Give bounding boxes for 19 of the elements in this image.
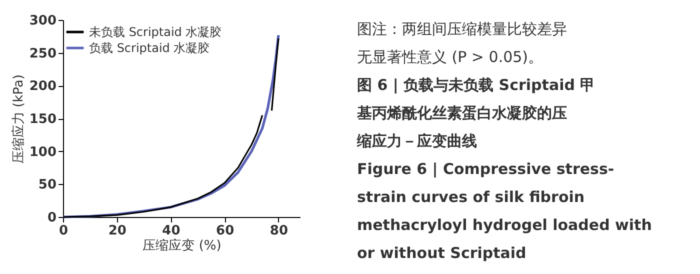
- y-tick-label: 100: [29, 144, 56, 160]
- x-tick-label: 20: [108, 224, 126, 238]
- text: 图注：两组间压缩模量比较差异无显著性意义 (P > 0.05)。: [357, 20, 567, 66]
- x-tick-label: 80: [270, 224, 288, 238]
- y-tick-label: 50: [38, 178, 56, 193]
- legend-label: 未负载 Scriptaid 水凝胶: [89, 25, 222, 39]
- caption: 图 6 | 负载与未负载 Scriptaid 甲基丙烯酰化丝素蛋白水凝胶的压缩应力－应变曲线: [356, 76, 596, 150]
- y-axis-title: 压缩应力 (kPa): [10, 74, 26, 164]
- x-tick-label: 60: [216, 224, 234, 238]
- x-tick-label: 40: [162, 224, 180, 238]
- y-tick-label: 250: [29, 46, 56, 62]
- caption: Figure 6 | Compressive stress- strain curves of silk fibroin methacryloyl hydrogel loaded with or without Scriptaid: [357, 160, 652, 262]
- x-axis-title: 压缩应变 (%): [142, 238, 222, 254]
- x-tick-label: 0: [58, 224, 68, 238]
- y-tick-label: 0: [47, 210, 56, 226]
- y-tick-label: 150: [29, 112, 56, 127]
- y-tick-label: 200: [29, 79, 56, 94]
- legend-label: 负载 Scriptaid 水凝胶: [89, 41, 210, 55]
- y-tick-label: 300: [29, 14, 56, 28]
